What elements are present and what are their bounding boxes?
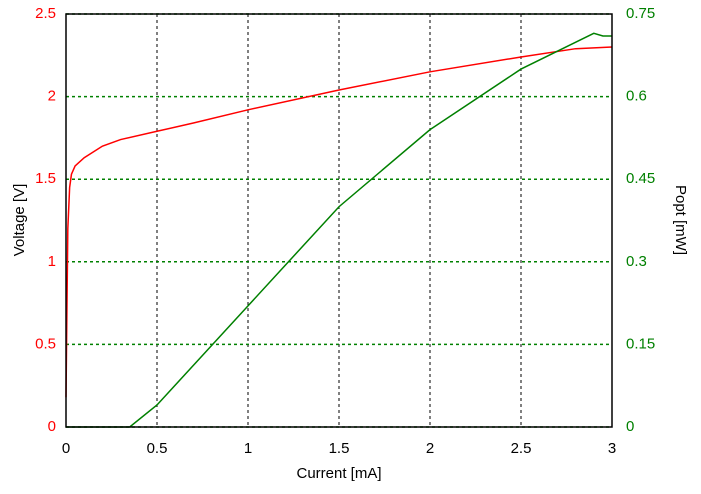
data-line	[66, 32, 612, 428]
x-tick-label: 2.5	[511, 440, 532, 457]
y2-tick-label: 0.15	[626, 335, 655, 352]
x-tick-label: 0	[62, 440, 70, 457]
y2-tick-label: 0	[626, 418, 634, 435]
y2-tick-label: 0.3	[626, 253, 647, 270]
plot-frame	[65, 13, 613, 428]
y-axis-label: Voltage [V]	[11, 184, 28, 257]
x-tick-label: 2	[426, 440, 434, 457]
y-tick-label: 2	[48, 88, 56, 105]
y-tick-label: 1	[48, 253, 56, 270]
x-tick-label: 1	[244, 440, 252, 457]
y-tick-label: 0.5	[35, 335, 56, 352]
y-tick-label: 0	[48, 418, 56, 435]
x-tick-label: 1.5	[329, 440, 350, 457]
x-tick-label: 3	[608, 440, 616, 457]
y2-tick-label: 0.45	[626, 170, 655, 187]
y-tick-label: 2.5	[35, 5, 56, 22]
data-line	[65, 46, 613, 398]
x-axis-label: Current [mA]	[296, 465, 381, 482]
x-tick-label: 0.5	[147, 440, 168, 457]
y-tick-label: 1.5	[35, 170, 56, 187]
y2-tick-label: 0.75	[626, 5, 655, 22]
y2-axis-label: Popt [mW]	[672, 185, 689, 255]
y2-tick-label: 0.6	[626, 88, 647, 105]
